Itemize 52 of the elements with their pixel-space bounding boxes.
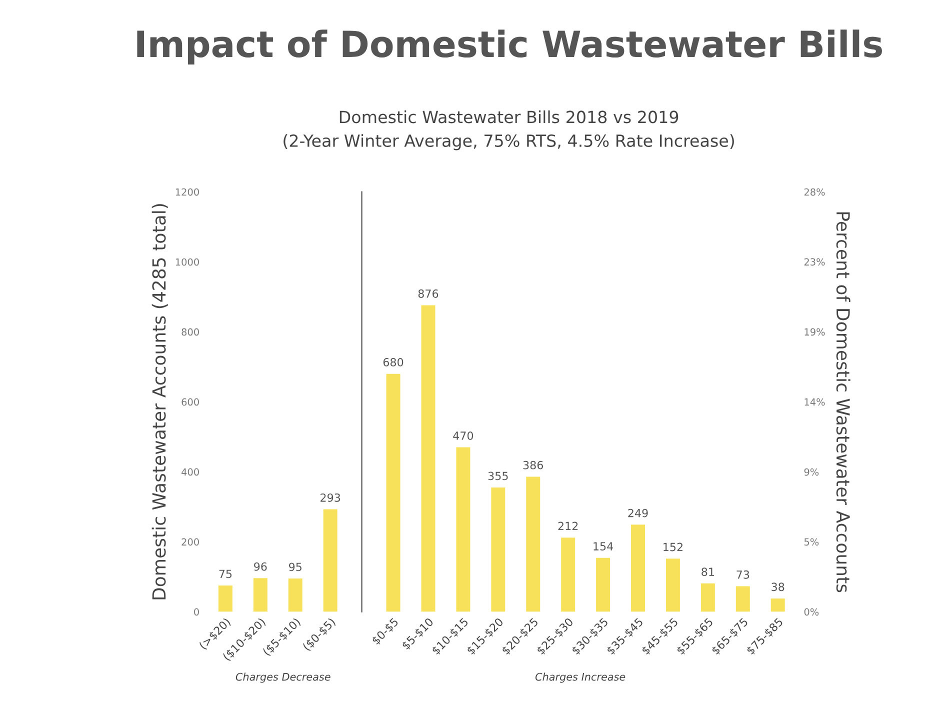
data-label: 73: [736, 570, 750, 579]
bar: [666, 558, 680, 612]
data-label: 152: [664, 542, 682, 552]
data-label: 95: [289, 562, 302, 572]
data-label: 38: [772, 582, 784, 592]
y-tick-label: 0: [194, 608, 199, 616]
data-label: 249: [628, 508, 648, 518]
x-axis-title: Charges Increase: [535, 672, 626, 683]
data-label: 680: [383, 358, 404, 366]
y-tick-label: 600: [182, 398, 199, 406]
data-label: 470: [453, 432, 474, 440]
bar: [631, 524, 645, 612]
data-label: 293: [320, 493, 340, 502]
data-label: 81: [702, 568, 714, 576]
bar: [323, 509, 338, 612]
bar: [456, 447, 470, 612]
y2-tick-label: 28%: [804, 188, 825, 196]
y2-tick-label: 19%: [804, 328, 825, 336]
bar: [700, 583, 715, 612]
text: Impact of Domestic Wastewater Bills: [137, 30, 882, 65]
data-label: 75: [219, 570, 232, 578]
y2-tick-label: 14%: [804, 398, 825, 406]
y2-tick-label: 5%: [804, 538, 819, 546]
data-label: 876: [418, 289, 438, 298]
data-label: 355: [488, 472, 508, 480]
bar: [561, 538, 576, 612]
bar: [288, 578, 302, 612]
bar: [526, 476, 540, 612]
bar: [770, 598, 785, 612]
data-label: 212: [558, 522, 578, 530]
y2-tick-label: 0%: [804, 608, 819, 616]
y-tick-label: 200: [182, 538, 199, 546]
data-label: 154: [594, 542, 614, 550]
y-tick-label: 1200: [176, 188, 199, 196]
bar: [491, 488, 506, 612]
data-label: 96: [254, 562, 267, 571]
bar: [596, 558, 610, 612]
bar: [421, 305, 436, 612]
text: Domestic Wastewater Bills 2018 vs 2019 (2-Year Winter Average, 75% RTS, 4.5% Rate Increase): [284, 110, 734, 150]
data-label: 386: [523, 460, 544, 470]
y2-tick-label: 23%: [804, 258, 825, 266]
y2-tick-label: 9%: [804, 468, 819, 476]
x-axis-title: Charges Decrease: [236, 672, 330, 683]
bar: [386, 374, 400, 612]
y2-axis-title: Percent of Domestic Wastewater Accounts: [836, 212, 850, 592]
y-tick-label: 1000: [176, 258, 199, 266]
y-axis-title: Domestic Wastewater Accounts (4285 total): [152, 204, 168, 600]
bar: [253, 578, 268, 612]
y-tick-label: 800: [182, 328, 199, 336]
bar: [218, 586, 232, 612]
y-tick-label: 400: [182, 468, 199, 476]
bar: [736, 586, 750, 612]
